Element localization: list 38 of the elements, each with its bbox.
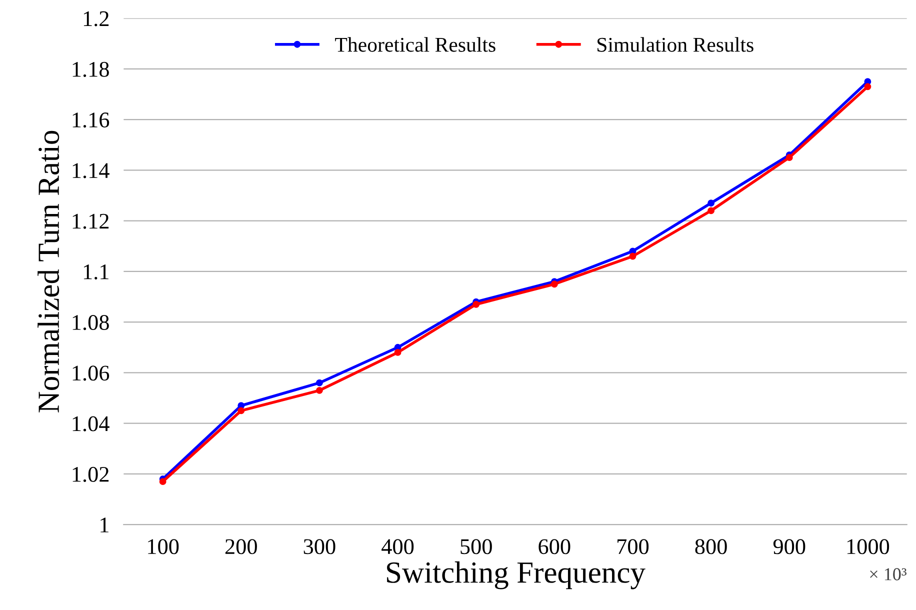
x-tick-label: 100 bbox=[148, 539, 179, 554]
y-axis-title: Normalized Turn Ratio bbox=[38, 130, 60, 412]
point bbox=[238, 407, 245, 414]
x-tick-label: 500 bbox=[460, 539, 492, 554]
x-tick-label: 200 bbox=[225, 539, 257, 554]
x-tick-label: 700 bbox=[618, 539, 649, 554]
legend-label: Simulation Results bbox=[598, 37, 754, 52]
x-tick-label: 900 bbox=[773, 539, 806, 554]
y-tick-label: 1.14 bbox=[72, 163, 110, 178]
point bbox=[550, 280, 558, 288]
point bbox=[864, 83, 872, 90]
x-tick-label: 1000 bbox=[847, 539, 890, 554]
x-axis-title: Switching Frequency bbox=[387, 561, 646, 590]
point bbox=[708, 207, 715, 214]
point bbox=[316, 379, 323, 386]
text: × 10³ bbox=[870, 568, 906, 580]
y-tick-label: 1.2 bbox=[84, 11, 109, 26]
y-tick-label: 1.12 bbox=[72, 214, 109, 229]
point bbox=[708, 200, 715, 207]
y-tick-label: 1.02 bbox=[72, 466, 109, 482]
point bbox=[629, 252, 636, 260]
y-tick-label: 1 bbox=[100, 518, 108, 532]
y-tick-label: 1.18 bbox=[72, 62, 109, 77]
y-tick-label: 1.16 bbox=[72, 112, 110, 128]
point bbox=[786, 154, 793, 162]
y-tick-label: 1.06 bbox=[72, 366, 110, 381]
x-tick-label: 400 bbox=[382, 539, 414, 554]
x-tick-label: 800 bbox=[695, 539, 727, 554]
x-tick-label: 300 bbox=[304, 539, 336, 554]
y-tick-label: 1.08 bbox=[72, 315, 109, 330]
y-tick-label: 1.04 bbox=[72, 416, 110, 432]
x-tick-label: 600 bbox=[538, 539, 570, 554]
point bbox=[159, 478, 166, 486]
legend-label: Theoretical Results bbox=[335, 37, 496, 52]
point bbox=[394, 348, 402, 356]
point bbox=[472, 300, 480, 308]
point bbox=[316, 386, 323, 394]
y-tick-label: 1.1 bbox=[84, 264, 108, 280]
